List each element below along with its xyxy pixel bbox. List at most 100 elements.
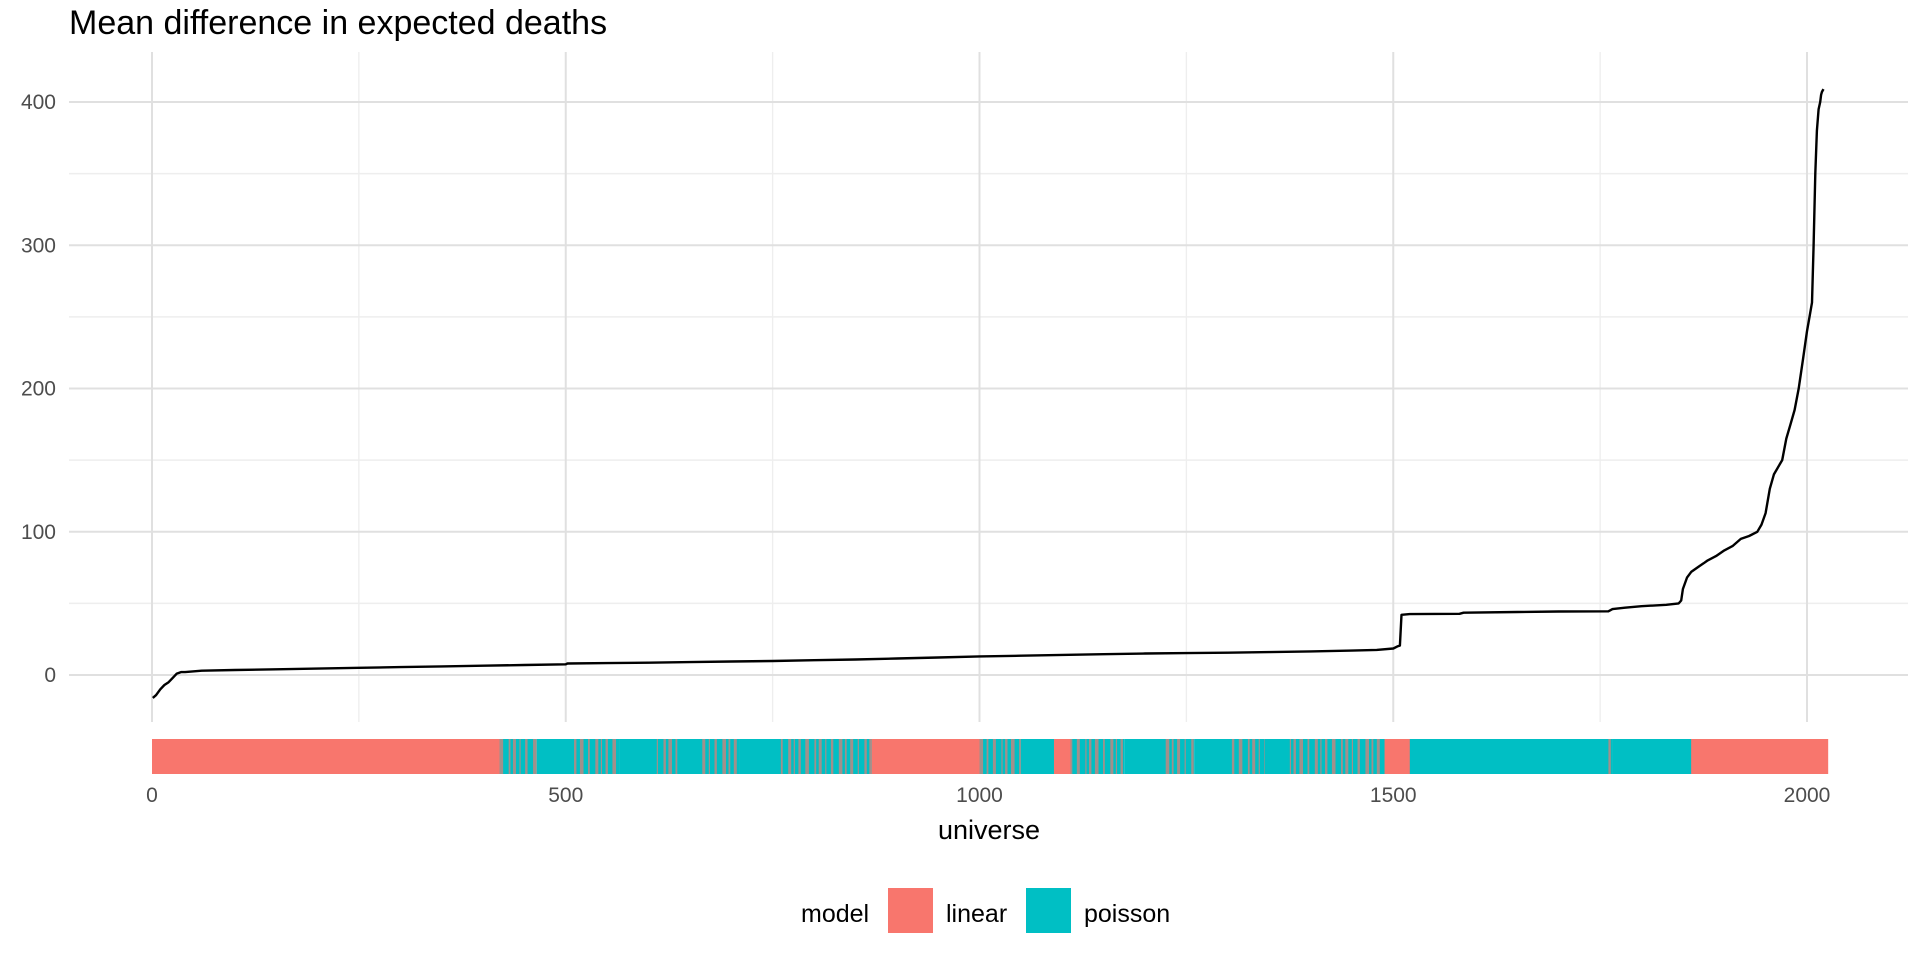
strip-stripe: [798, 739, 801, 774]
chart-title: Mean difference in expected deaths: [69, 4, 607, 42]
strip-stripe: [1365, 739, 1370, 774]
legend-label-poisson: poisson: [1084, 900, 1170, 928]
legend-label-linear: linear: [946, 900, 1007, 928]
strip-segment-poisson: [619, 739, 658, 774]
strip-stripe: [1019, 739, 1021, 774]
strip-stripe: [1341, 739, 1343, 774]
y-tick-label: 400: [21, 91, 56, 114]
x-axis: 0 500 1000 1500 2000: [146, 784, 1830, 807]
strip-segment-poisson: [1020, 739, 1055, 774]
strip-stripe: [1299, 739, 1304, 774]
strip-stripe: [992, 739, 996, 774]
x-tick-label: 500: [548, 784, 583, 807]
strip-stripe: [830, 739, 834, 774]
y-tick-label: 100: [21, 521, 56, 544]
strip-stripe: [525, 739, 528, 774]
strip-stripe: [1345, 739, 1349, 774]
strip-stripe: [1085, 739, 1087, 774]
strip-stripe: [499, 739, 504, 774]
strip-stripe: [1089, 739, 1092, 774]
legend-key-linear: [888, 888, 933, 933]
strip-stripe: [1371, 739, 1374, 774]
strip-stripe: [675, 739, 678, 774]
strip-stripe: [1177, 739, 1181, 774]
strip-segment-mixed: [780, 739, 872, 774]
y-tick-label: 0: [44, 664, 56, 687]
strip-stripe: [1608, 739, 1611, 774]
strip-stripe: [850, 739, 854, 774]
strip-segment-poisson: [1194, 739, 1233, 774]
strip-segment-poisson: [1612, 739, 1692, 774]
x-axis-title: universe: [938, 815, 1040, 845]
strip-stripe: [1011, 739, 1015, 774]
y-tick-label: 300: [21, 234, 56, 257]
x-tick-label: 0: [146, 784, 158, 807]
strip-stripe: [728, 739, 731, 774]
strip-stripe: [595, 739, 599, 774]
strip-segment-poisson: [739, 739, 782, 774]
strip-stripe: [979, 739, 984, 774]
strip-stripe: [574, 739, 577, 774]
strip-stripe: [656, 739, 658, 774]
strip-segment-poisson: [1264, 739, 1291, 774]
grid-layer: [69, 52, 1908, 722]
strip-stripe: [818, 739, 822, 774]
strip-stripe: [814, 739, 817, 774]
strip-stripe: [1001, 739, 1003, 774]
strip-stripe: [1307, 739, 1310, 774]
strip-stripe: [733, 739, 737, 774]
strip-segment-mixed: [979, 739, 1021, 774]
strip-stripe: [780, 739, 783, 774]
strip-segment-mixed: [1289, 739, 1385, 774]
strip-segment-linear: [1691, 739, 1829, 774]
strip-segment-poisson: [1124, 739, 1167, 774]
strip-stripe: [708, 739, 710, 774]
strip-stripe: [519, 739, 521, 774]
x-tick-label: 1500: [1370, 784, 1417, 807]
strip-stripe: [986, 739, 989, 774]
strip-stripe: [1258, 739, 1260, 774]
strip-stripe: [512, 739, 516, 774]
strip-stripe: [1094, 739, 1099, 774]
strip-stripe: [1293, 739, 1296, 774]
strip-segment-linear: [1053, 739, 1072, 774]
strip-stripe: [1314, 739, 1318, 774]
strip-stripe: [1110, 739, 1114, 774]
x-tick-label: 1000: [956, 784, 1003, 807]
y-axis: 0 100 200 300 400: [21, 91, 56, 687]
strip-stripe: [1238, 739, 1243, 774]
strip-stripe: [1351, 739, 1354, 774]
strip-stripe: [844, 739, 847, 774]
strip-stripe: [838, 739, 843, 774]
strip-stripe: [612, 739, 617, 774]
strip-stripe: [1120, 739, 1123, 774]
strip-stripe: [1357, 739, 1360, 774]
strip-segment-mixed: [1165, 739, 1195, 774]
strip-stripe: [1289, 739, 1292, 774]
strip-segment-mixed: [702, 739, 740, 774]
strip-stripe: [1325, 739, 1328, 774]
strip-stripe: [600, 739, 603, 774]
strip-stripe: [1191, 739, 1194, 774]
strip-stripe: [805, 739, 809, 774]
strip-stripe: [1376, 739, 1380, 774]
strip-stripe: [714, 739, 717, 774]
legend-title: model: [801, 900, 869, 928]
strip-stripe: [857, 739, 859, 774]
strip-stripe: [788, 739, 792, 774]
strip-stripe: [1184, 739, 1186, 774]
legend-key-poisson: [1026, 888, 1071, 933]
strip-segment-linear: [152, 739, 501, 774]
strip-stripe: [1103, 739, 1105, 774]
strip-stripe: [1005, 739, 1008, 774]
strip-stripe: [1331, 739, 1336, 774]
strip-stripe: [864, 739, 867, 774]
strip-segment-poisson: [536, 739, 575, 774]
strip-segment-poisson: [1409, 739, 1609, 774]
strip-stripe: [722, 739, 726, 774]
y-tick-label: 200: [21, 378, 56, 401]
strip-stripe: [579, 739, 584, 774]
legend: model linear poisson: [801, 888, 1170, 933]
strip-stripe: [702, 739, 706, 774]
